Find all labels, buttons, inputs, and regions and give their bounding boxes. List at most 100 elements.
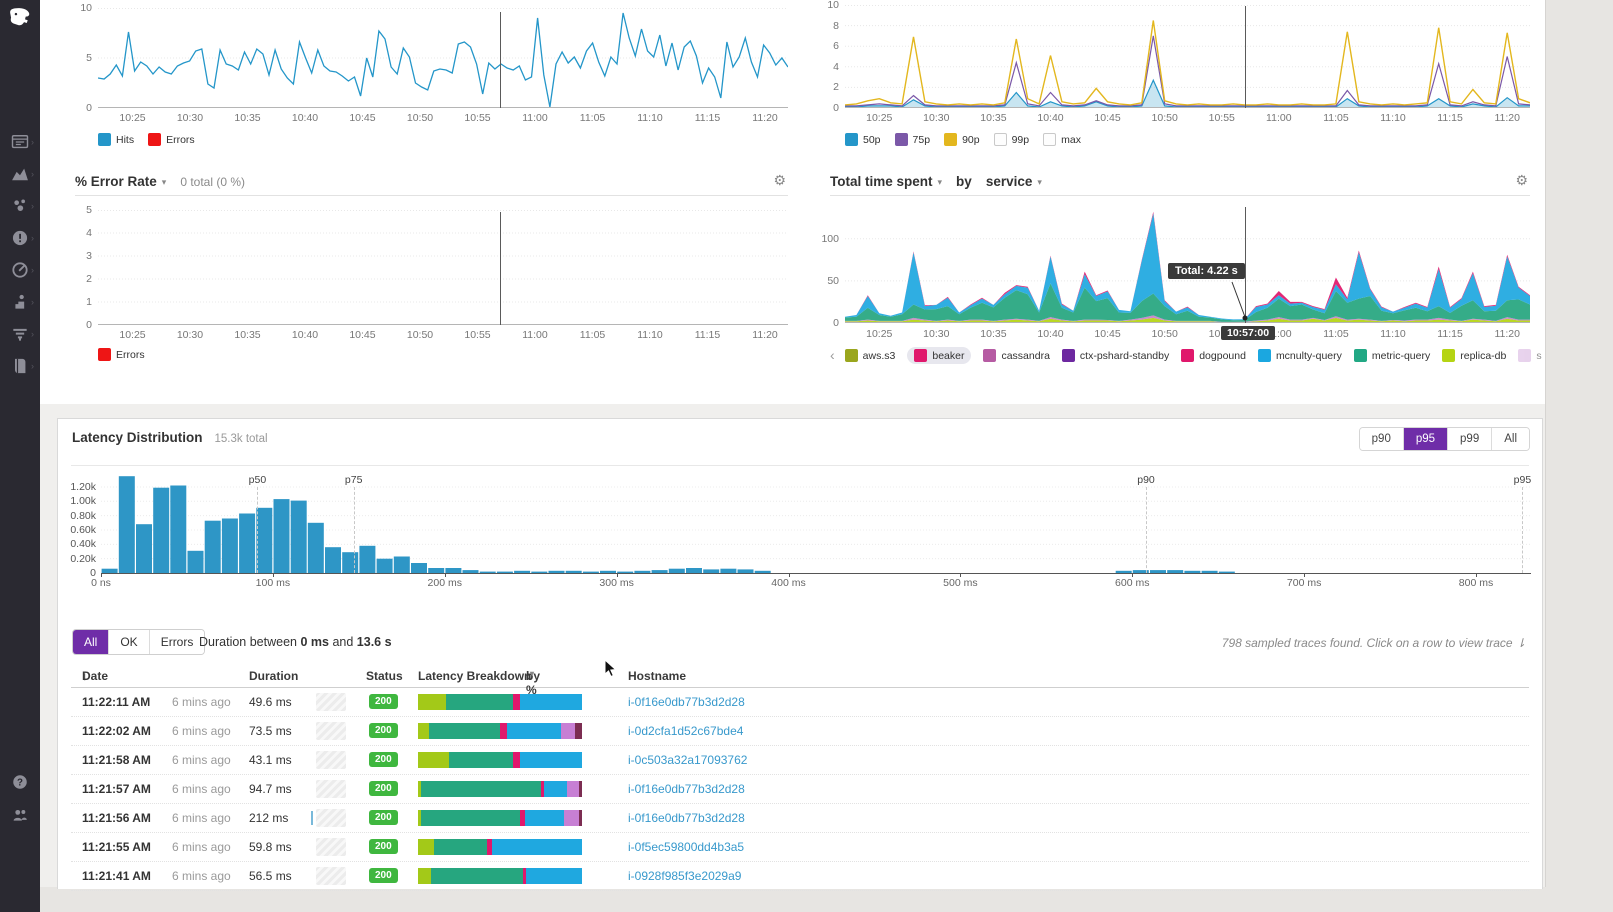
integrations-icon[interactable] (10, 292, 30, 312)
legend-swatch (1518, 349, 1532, 362)
x-axis-label: 10:35 (234, 112, 261, 124)
percentile-button-p99[interactable]: p99 (1447, 428, 1492, 450)
status-badge: 200 (369, 723, 398, 738)
monitors-icon[interactable] (10, 228, 30, 248)
legend-item[interactable]: dogpound (1181, 349, 1246, 362)
trace-row[interactable]: 11:22:02 AM 6 mins ago 73.5 ms 200 i-0d2cfa1… (71, 717, 1529, 746)
breakdown-segment (418, 868, 432, 884)
duration-prefix: Duration between (199, 635, 297, 649)
percentile-button-p95[interactable]: p95 (1402, 428, 1448, 450)
legend-item[interactable]: Hits (98, 133, 134, 146)
filter-button-all[interactable]: All (73, 630, 109, 654)
legend-item[interactable]: Errors (98, 348, 145, 361)
legend-item[interactable]: beaker (907, 347, 972, 364)
x-axis-line (101, 573, 1531, 574)
trace-row[interactable]: 11:21:57 AM 6 mins ago 94.7 ms 200 i-0f16e0d… (71, 775, 1529, 804)
crosshair-time-badge: 10:57:00 (1221, 326, 1276, 340)
gauge-icon[interactable] (10, 260, 30, 280)
trace-hostname-link[interactable]: i-0f16e0db77b3d2d28 (628, 811, 745, 825)
gear-icon[interactable]: ⚙ (773, 172, 786, 188)
error-rate-chart[interactable] (98, 210, 788, 325)
error-rate-summary: 0 total (0 %) (180, 174, 246, 189)
x-axis-label: 10:40 (291, 329, 319, 341)
legend-item[interactable]: 50p (845, 133, 881, 146)
legend-item[interactable]: Errors (148, 133, 195, 146)
trace-row[interactable]: 11:21:56 AM 6 mins ago 212 ms 200 i-0f16e0db… (71, 804, 1529, 833)
trace-row[interactable]: 11:21:41 AM 6 mins ago 56.5 ms 200 i-0928f98… (71, 862, 1529, 891)
trace-hostname-link[interactable]: i-0f5ec59800dd4b3a5 (628, 840, 745, 854)
time-spent-header: Total time spent ▾ by service ▾ ⚙ (830, 168, 1530, 196)
legend-item[interactable]: 90p (944, 133, 980, 146)
help-icon[interactable]: ? (11, 773, 29, 791)
trace-row[interactable]: 11:21:58 AM 6 mins ago 43.1 ms 200 i-0c503a3… (71, 746, 1529, 775)
chevron-right-icon: › (31, 297, 34, 307)
time-spent-dimension[interactable]: service (985, 174, 1033, 189)
x-axis-label: 11:05 (579, 329, 606, 341)
infrastructure-icon[interactable] (10, 196, 30, 216)
legend-swatch (148, 133, 162, 146)
sampled-traces-label: 798 sampled traces found. Click on a row… (1221, 636, 1513, 650)
legend-prev-icon[interactable]: ‹ (830, 347, 835, 363)
trace-hostname-link[interactable]: i-0d2cfa1d52c67bde4 (628, 724, 744, 738)
x-axis-label: 11:10 (1380, 328, 1406, 340)
crosshair-line (1245, 6, 1246, 108)
filter-button-errors[interactable]: Errors (148, 630, 205, 654)
y-axis-label: 5 (86, 52, 92, 64)
col-breakdown[interactable]: Latency Breakdown (418, 669, 532, 683)
chevron-right-icon: › (31, 201, 34, 211)
services-legend-items: aws.s3 beaker cassandra ctx-pshard-standby d… (844, 347, 1542, 364)
filter-button-ok[interactable]: OK (108, 630, 149, 654)
col-duration[interactable]: Duration (249, 669, 299, 683)
legend-item[interactable]: 75p (894, 133, 930, 146)
gear-icon[interactable]: ⚙ (1515, 172, 1528, 188)
trace-row[interactable]: 11:21:55 AM 6 mins ago 59.8 ms 200 i-0f5ec59… (71, 833, 1529, 862)
x-axis-label: 10:25 (866, 328, 893, 340)
latency-breakdown-bar (418, 723, 582, 739)
trace-hostname-link[interactable]: i-0f16e0db77b3d2d28 (628, 782, 745, 796)
datadog-logo[interactable] (7, 6, 33, 32)
chevron-down-icon[interactable]: ▾ (1037, 177, 1042, 187)
percentile-marker-line (257, 487, 259, 573)
notebook-icon[interactable] (10, 356, 30, 376)
legend-item[interactable]: aws.s3 (844, 349, 895, 362)
legend-item[interactable]: replica-db (1442, 349, 1506, 362)
time-spent-stacked-chart[interactable] (845, 205, 1530, 323)
col-hostname[interactable]: Hostname (628, 669, 687, 683)
dashboards-icon[interactable] (10, 132, 30, 152)
legend-item[interactable]: max (1043, 133, 1081, 146)
legend-item[interactable]: metric-query (1353, 349, 1430, 362)
mouse-cursor (604, 659, 617, 678)
trace-age: 6 mins ago (172, 724, 231, 738)
legend-item[interactable]: s (1518, 349, 1542, 362)
hits-errors-chart[interactable] (98, 8, 788, 108)
metrics-icon[interactable] (10, 164, 30, 184)
apm-traces-icon[interactable] (10, 324, 30, 344)
x-axis-label: 10:45 (349, 329, 376, 341)
chevron-down-icon[interactable]: ▾ (937, 177, 943, 187)
legend-item[interactable]: cassandra (983, 349, 1050, 362)
chart-tooltip: Total: 4.22 s (1168, 263, 1245, 279)
breakdown-segment (418, 694, 446, 710)
users-icon[interactable] (11, 806, 29, 824)
span-preview-placeholder (316, 780, 346, 798)
legend-swatch (914, 349, 928, 362)
percentile-button-all[interactable]: All (1491, 428, 1529, 450)
trace-hostname-link[interactable]: i-0f16e0db77b3d2d28 (628, 695, 745, 709)
legend-item[interactable]: ctx-pshard-standby (1061, 349, 1169, 362)
y-axis-label: 0 (86, 319, 92, 331)
legend-item[interactable]: mcnulty-query (1257, 349, 1342, 362)
trace-row[interactable]: 11:22:11 AM 6 mins ago 49.6 ms 200 i-0f16e0d… (71, 688, 1529, 717)
latency-distribution-card: Latency Distribution 15.3k total p90 p95 p… (57, 418, 1543, 891)
span-preview-placeholder (316, 867, 346, 885)
chevron-down-icon[interactable]: ▾ (161, 177, 167, 187)
legend-label: dogpound (1199, 349, 1246, 362)
col-status[interactable]: Status (366, 669, 403, 683)
percentile-button-p90[interactable]: p90 (1359, 428, 1403, 450)
x-axis-label: 11:10 (637, 112, 663, 124)
trace-hostname-link[interactable]: i-0928f985f3e2029a9 (628, 869, 742, 883)
legend-item[interactable]: 99p (993, 133, 1029, 146)
trace-hostname-link[interactable]: i-0c503a32a17093762 (628, 753, 748, 767)
latency-histogram[interactable] (101, 476, 1531, 573)
latency-percentiles-chart[interactable] (845, 5, 1530, 108)
breakdown-segment (434, 839, 487, 855)
